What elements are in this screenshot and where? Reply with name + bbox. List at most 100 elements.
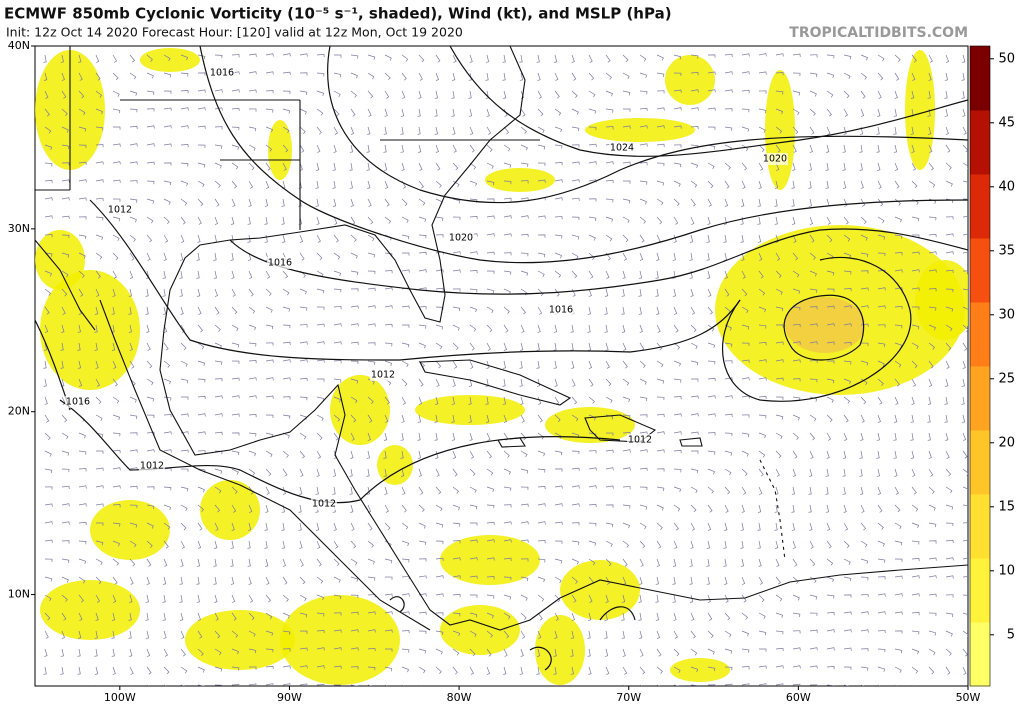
wind-barb bbox=[61, 540, 70, 544]
wind-barb bbox=[350, 432, 355, 441]
wind-barb bbox=[400, 126, 404, 135]
wind-barb bbox=[826, 126, 831, 135]
wind-barb bbox=[247, 522, 252, 531]
wind-barb bbox=[639, 666, 646, 675]
wind-barb bbox=[826, 647, 835, 651]
wind-barb bbox=[316, 630, 325, 634]
wind-barb bbox=[265, 144, 273, 152]
wind-barb bbox=[928, 648, 936, 656]
wind-barb bbox=[367, 108, 372, 117]
wind-barb bbox=[860, 593, 869, 598]
wind-barb bbox=[418, 558, 427, 562]
wind-barb bbox=[435, 468, 440, 477]
wind-barb bbox=[162, 612, 166, 621]
wind-barb bbox=[196, 576, 200, 585]
wind-barb bbox=[469, 630, 477, 638]
wind-barb bbox=[417, 450, 421, 459]
wind-barb bbox=[248, 342, 257, 347]
wind-barb bbox=[299, 576, 306, 585]
wind-barb bbox=[707, 144, 716, 150]
wind-barb bbox=[367, 198, 372, 207]
wind-barb bbox=[605, 378, 612, 387]
wind-barb bbox=[452, 306, 461, 312]
wind-barb bbox=[571, 126, 580, 132]
wind-barb bbox=[927, 414, 931, 423]
wind-barb bbox=[843, 629, 852, 633]
wind-barb bbox=[605, 396, 613, 404]
wind-barb bbox=[95, 414, 103, 421]
wind-barb bbox=[945, 216, 954, 220]
wind-barb bbox=[673, 504, 681, 512]
wind-barb bbox=[265, 162, 271, 171]
wind-barb bbox=[248, 648, 257, 654]
wind-barb bbox=[469, 162, 477, 170]
wind-barb bbox=[503, 215, 512, 219]
wind-barb bbox=[571, 216, 580, 221]
wind-barb bbox=[316, 612, 325, 617]
wind-barb bbox=[129, 161, 138, 165]
wind-barb bbox=[622, 72, 630, 79]
wind-barb bbox=[265, 468, 272, 477]
wind-barb bbox=[469, 144, 475, 153]
wind-barb bbox=[724, 666, 733, 671]
wind-barb bbox=[911, 72, 916, 81]
wind-barb bbox=[452, 342, 459, 351]
wind-barb bbox=[503, 270, 512, 275]
wind-barb bbox=[214, 126, 223, 130]
wind-barb bbox=[350, 198, 354, 207]
wind-barb bbox=[826, 216, 831, 225]
wind-barb bbox=[44, 234, 53, 238]
wind-barb bbox=[860, 180, 864, 189]
wind-barb bbox=[44, 503, 53, 507]
wind-barb bbox=[894, 305, 903, 310]
wind-barb bbox=[758, 683, 767, 686]
wind-barb bbox=[196, 558, 201, 567]
wind-barb bbox=[214, 360, 223, 365]
wind-barb bbox=[214, 540, 218, 549]
wind-barb bbox=[333, 305, 342, 310]
wind-barb bbox=[792, 378, 801, 382]
wind-barb bbox=[741, 486, 747, 495]
wind-barb bbox=[384, 54, 392, 61]
wind-barb bbox=[520, 432, 527, 441]
wind-barb bbox=[877, 540, 885, 547]
isobar-label: 1024 bbox=[610, 143, 634, 154]
wind-barb bbox=[894, 216, 902, 223]
wind-barb bbox=[179, 252, 184, 261]
wind-barb bbox=[707, 306, 713, 315]
wind-barb bbox=[44, 288, 51, 296]
wind-barb bbox=[401, 593, 410, 597]
wind-barb bbox=[163, 414, 172, 418]
wind-barb bbox=[554, 576, 562, 584]
wind-barb bbox=[656, 72, 665, 77]
wind-barb bbox=[961, 414, 966, 423]
wind-barb bbox=[180, 413, 189, 417]
wind-barb bbox=[605, 216, 614, 223]
isobar-label: 1012 bbox=[312, 499, 336, 510]
coastlines bbox=[35, 46, 968, 631]
wind-barb bbox=[672, 270, 676, 279]
wind-barb bbox=[520, 197, 529, 201]
isobar-label: 1020 bbox=[763, 154, 787, 165]
wind-barb bbox=[265, 395, 274, 399]
isobar-label-bg bbox=[548, 304, 574, 316]
wind-barb bbox=[333, 684, 342, 686]
wind-barb bbox=[469, 468, 476, 477]
wind-barb bbox=[350, 558, 358, 566]
vorticity-area bbox=[90, 500, 170, 560]
wind-barb bbox=[758, 180, 762, 189]
wind-barb bbox=[248, 270, 253, 279]
wind-barb bbox=[639, 396, 648, 402]
wind-barb bbox=[316, 647, 325, 651]
vorticity-area bbox=[200, 480, 260, 540]
x-tick-label: 100W bbox=[104, 691, 136, 704]
wind-barb bbox=[639, 324, 643, 333]
wind-barb bbox=[758, 359, 767, 363]
wind-barb bbox=[673, 89, 682, 93]
wind-barb bbox=[78, 252, 86, 259]
wind-barb bbox=[724, 270, 728, 279]
wind-barb bbox=[316, 684, 325, 686]
wind-barb bbox=[622, 342, 627, 351]
wind-barb bbox=[877, 666, 886, 672]
wind-barb bbox=[230, 576, 235, 585]
